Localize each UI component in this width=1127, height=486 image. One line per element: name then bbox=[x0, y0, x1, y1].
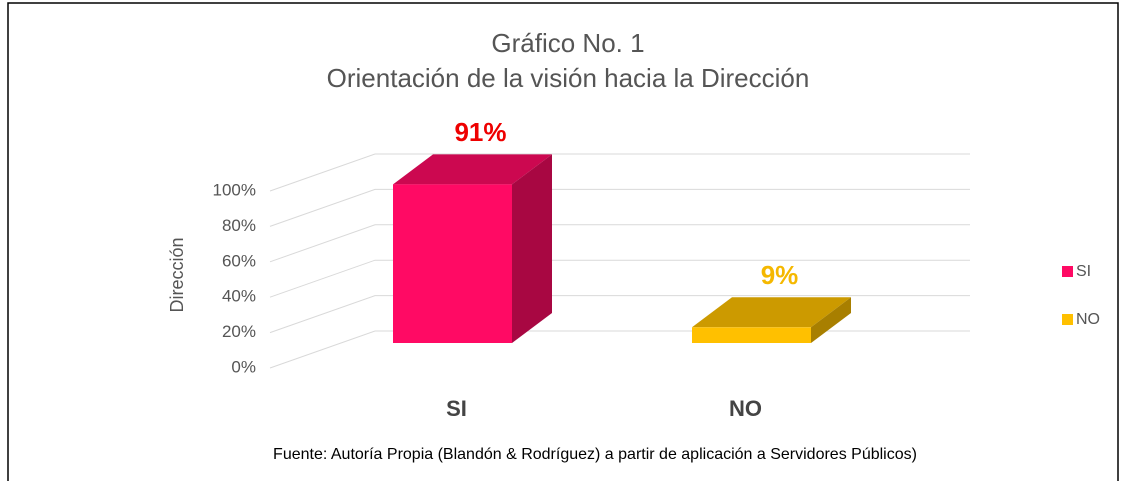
x-tick-label: SI bbox=[446, 396, 467, 421]
grid-line bbox=[269, 330, 970, 369]
bar-top bbox=[393, 154, 552, 185]
y-axis-label: Dirección bbox=[167, 237, 187, 312]
grid-line bbox=[269, 295, 970, 334]
y-tick-label: 20% bbox=[222, 322, 256, 341]
y-tick-label: 80% bbox=[222, 216, 256, 235]
grid-line bbox=[269, 188, 970, 227]
frame bbox=[7, 2, 1119, 481]
chart-title: Gráfico No. 1 bbox=[491, 28, 644, 58]
legend-label: NO bbox=[1076, 311, 1100, 328]
data-label: 91% bbox=[454, 117, 506, 147]
bar-top bbox=[692, 297, 851, 328]
data-label: 9% bbox=[761, 260, 799, 290]
y-tick-label: 60% bbox=[222, 251, 256, 270]
y-tick-label: 100% bbox=[213, 180, 256, 199]
y-tick-label: 40% bbox=[222, 287, 256, 306]
legend-swatch bbox=[1062, 266, 1073, 277]
legend-label: SI bbox=[1076, 263, 1091, 280]
bar-side bbox=[811, 297, 851, 343]
caption: Fuente: Autoría Propia (Blandón & Rodríg… bbox=[273, 446, 917, 463]
grid-line bbox=[269, 153, 970, 192]
x-tick-label: NO bbox=[729, 396, 762, 421]
grid-line bbox=[269, 224, 970, 263]
y-tick-label: 0% bbox=[231, 357, 256, 376]
chart-subtitle: Orientación de la visión hacia la Direcc… bbox=[327, 63, 810, 93]
bar bbox=[393, 184, 512, 343]
legend-swatch bbox=[1062, 314, 1073, 325]
bar bbox=[692, 327, 811, 343]
bar-side bbox=[512, 154, 552, 343]
grid-line bbox=[269, 259, 970, 298]
